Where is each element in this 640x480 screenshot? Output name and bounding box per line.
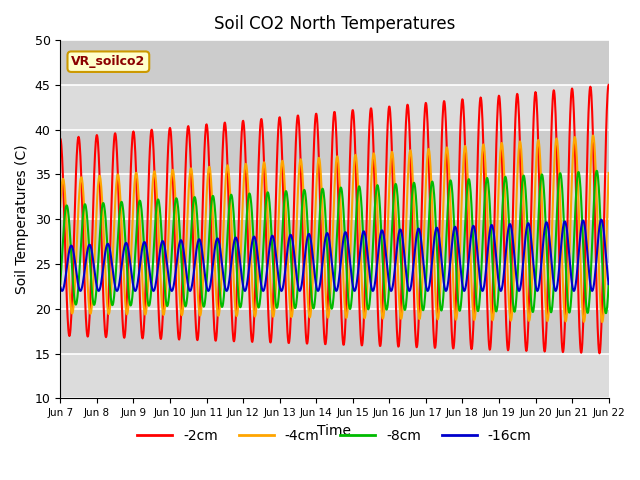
-4cm [121, 296, 129, 302]
-8cm [56, 281, 64, 287]
Line: -4cm: -4cm [60, 135, 609, 322]
-16cm [605, 281, 612, 287]
Y-axis label: Soil Temperatures (C): Soil Temperatures (C) [15, 144, 29, 294]
-8cm [593, 168, 601, 174]
-4cm [300, 210, 308, 216]
Line: -2cm: -2cm [60, 85, 609, 353]
-2cm [605, 82, 612, 88]
-8cm [310, 304, 318, 310]
-4cm [289, 305, 297, 311]
-2cm [56, 136, 64, 142]
-4cm [589, 132, 597, 138]
-16cm [598, 217, 605, 223]
Bar [60, 130, 609, 174]
Bar [60, 219, 609, 264]
Bar [60, 40, 609, 85]
Bar [60, 264, 609, 309]
Bar [60, 174, 609, 219]
-8cm [289, 289, 297, 295]
-8cm [121, 232, 129, 238]
X-axis label: Time: Time [317, 424, 351, 438]
Bar [60, 354, 609, 398]
-2cm [596, 350, 604, 356]
-8cm [605, 281, 612, 287]
-8cm [99, 201, 106, 207]
-2cm [300, 293, 308, 299]
Legend: -2cm, -4cm, -8cm, -16cm: -2cm, -4cm, -8cm, -16cm [132, 424, 537, 449]
Bar [60, 85, 609, 130]
Line: -8cm: -8cm [60, 171, 609, 313]
-4cm [605, 170, 612, 176]
-2cm [310, 138, 318, 144]
-2cm [289, 242, 297, 248]
-8cm [300, 187, 308, 193]
-2cm [121, 331, 129, 337]
-2cm [99, 277, 106, 283]
-4cm [99, 209, 106, 215]
-4cm [56, 204, 64, 210]
-4cm [598, 319, 606, 325]
-16cm [122, 241, 129, 247]
-16cm [301, 256, 308, 262]
-16cm [310, 270, 318, 276]
-4cm [369, 160, 376, 166]
-16cm [99, 266, 107, 272]
-8cm [602, 310, 610, 316]
-4cm [310, 240, 318, 246]
Text: VR_soilco2: VR_soilco2 [71, 55, 145, 68]
Line: -16cm: -16cm [60, 220, 609, 291]
Title: Soil CO2 North Temperatures: Soil CO2 North Temperatures [214, 15, 455, 33]
-16cm [369, 288, 376, 294]
-16cm [58, 288, 66, 294]
-8cm [369, 256, 376, 262]
Bar [60, 309, 609, 354]
-16cm [56, 284, 64, 289]
-16cm [289, 243, 297, 249]
-2cm [369, 117, 376, 123]
